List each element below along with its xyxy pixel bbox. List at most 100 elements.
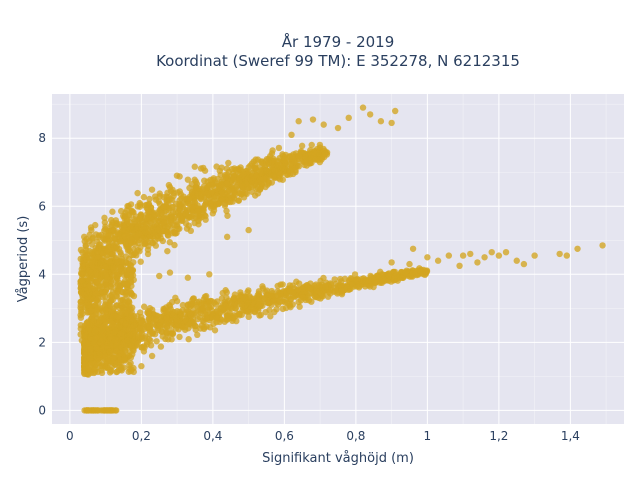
data-point-outlier xyxy=(334,124,342,132)
data-point-upper xyxy=(252,156,259,163)
data-point-upper xyxy=(131,218,138,225)
data-point-upper xyxy=(199,186,206,193)
data-point-upper xyxy=(259,160,267,167)
data-point-upper xyxy=(252,165,259,172)
data-point-upper xyxy=(230,172,238,180)
data-point-core xyxy=(92,326,99,334)
data-point-lower xyxy=(322,283,329,290)
data-point-outlier xyxy=(574,245,581,252)
data-point-upper xyxy=(262,183,269,191)
data-point-upper xyxy=(117,249,124,256)
data-point-upper xyxy=(117,238,124,245)
data-point-lower xyxy=(167,321,175,329)
data-point-core xyxy=(125,260,132,268)
data-point-core xyxy=(86,258,93,266)
data-point-lower xyxy=(337,275,344,283)
x-tick-label: 0,6 xyxy=(275,429,294,443)
data-point-core xyxy=(88,269,95,276)
x-tick-label: 1,4 xyxy=(561,429,580,443)
data-point-lower xyxy=(351,271,359,278)
data-point-lower xyxy=(192,322,199,330)
x-axis-label: Signifikant våghöjd (m) xyxy=(262,451,414,466)
data-point-core xyxy=(108,322,116,330)
data-point-lower xyxy=(162,320,170,327)
data-point-lower xyxy=(319,293,326,300)
y-tick-label: 2 xyxy=(38,335,46,349)
data-point-upper xyxy=(124,202,131,210)
data-point-upper xyxy=(152,242,160,249)
data-point-core xyxy=(103,285,110,293)
data-point-lower xyxy=(338,287,345,295)
data-point-core xyxy=(114,368,121,375)
chart-title-line2: Koordinat (Sweref 99 TM): E 352278, N 62… xyxy=(156,52,520,70)
data-point-lower xyxy=(255,290,263,297)
data-point-upper xyxy=(268,179,276,186)
data-point-lower xyxy=(208,307,216,314)
data-point-upper xyxy=(176,204,183,212)
data-point-core xyxy=(92,334,99,341)
y-tick-label: 0 xyxy=(38,403,46,417)
data-point-upper xyxy=(197,193,205,200)
data-point-upper xyxy=(77,321,85,329)
data-point-lower xyxy=(251,308,259,315)
data-point-lower xyxy=(295,298,302,306)
data-point-upper xyxy=(298,142,306,150)
data-point-lower xyxy=(379,271,387,278)
data-point-upper xyxy=(144,246,152,253)
data-point-outlier xyxy=(388,119,395,127)
data-point-upper xyxy=(138,218,146,226)
x-tick-label: 0 xyxy=(66,429,74,443)
data-point-core xyxy=(93,307,100,314)
data-point-upper xyxy=(148,186,156,193)
data-point-upper xyxy=(271,167,278,174)
data-point-core xyxy=(127,367,135,375)
data-point-upper xyxy=(130,209,137,216)
data-point-upper xyxy=(176,173,183,180)
data-point-upper xyxy=(166,239,174,246)
data-point-upper xyxy=(176,225,183,232)
data-point-upper xyxy=(128,235,135,243)
data-point-upper xyxy=(281,156,288,163)
data-point-upper xyxy=(240,194,248,201)
data-point-upper xyxy=(321,147,328,155)
data-point-core xyxy=(102,263,109,270)
data-point-lower xyxy=(199,317,207,324)
data-point-upper xyxy=(228,165,236,173)
data-point-lower xyxy=(140,348,148,355)
data-point-upper xyxy=(184,176,192,183)
data-point-core xyxy=(123,271,131,278)
data-point-lower xyxy=(147,323,154,330)
data-point-core xyxy=(113,347,120,355)
data-point-upper xyxy=(178,195,185,202)
data-point-core xyxy=(92,365,99,373)
data-point-upper xyxy=(235,197,242,204)
x-tick-label: 0,2 xyxy=(132,429,151,443)
data-point-upper xyxy=(122,239,129,246)
data-point-upper xyxy=(229,198,236,205)
data-point-core xyxy=(84,365,92,372)
data-point-lower xyxy=(168,336,175,343)
data-point-upper xyxy=(148,214,155,221)
data-point-upper xyxy=(164,247,171,255)
data-point-core xyxy=(112,292,120,300)
data-point-upper xyxy=(136,203,144,210)
data-point-lower xyxy=(176,308,183,316)
data-point-outlier xyxy=(377,118,385,125)
data-point-lower xyxy=(312,293,319,301)
data-point-upper xyxy=(134,189,141,197)
data-point-upper xyxy=(78,269,85,277)
data-point-upper xyxy=(126,248,134,255)
data-point-upper xyxy=(108,251,116,258)
data-point-lower xyxy=(256,297,263,305)
data-point-lower xyxy=(214,307,221,314)
data-point-core xyxy=(109,363,116,370)
data-point-lower xyxy=(153,338,160,345)
data-point-calm xyxy=(104,407,111,414)
data-point-outlier xyxy=(531,252,538,259)
data-point-upper xyxy=(213,192,220,200)
data-point-upper xyxy=(119,227,126,235)
data-point-outlier xyxy=(77,311,84,319)
data-point-upper xyxy=(316,144,324,151)
data-point-upper xyxy=(135,230,142,238)
data-point-lower xyxy=(163,314,170,322)
